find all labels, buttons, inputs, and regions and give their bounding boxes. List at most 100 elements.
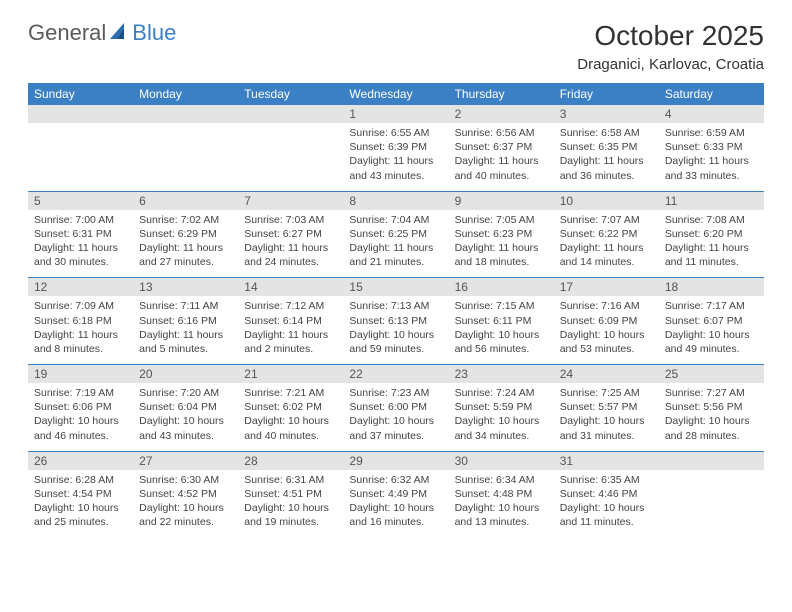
sunset-text: Sunset: 4:52 PM <box>139 487 232 501</box>
sunset-text: Sunset: 6:18 PM <box>34 314 127 328</box>
daylight-text: Daylight: 10 hours and 25 minutes. <box>34 501 127 529</box>
calendar-day-cell: 10Sunrise: 7:07 AMSunset: 6:22 PMDayligh… <box>554 191 659 278</box>
sunset-text: Sunset: 6:13 PM <box>349 314 442 328</box>
day-details: Sunrise: 7:19 AMSunset: 6:06 PMDaylight:… <box>28 383 133 451</box>
daylight-text: Daylight: 10 hours and 16 minutes. <box>349 501 442 529</box>
sunset-text: Sunset: 4:54 PM <box>34 487 127 501</box>
sunset-text: Sunset: 5:56 PM <box>665 400 758 414</box>
sunset-text: Sunset: 6:06 PM <box>34 400 127 414</box>
calendar-day-cell: 9Sunrise: 7:05 AMSunset: 6:23 PMDaylight… <box>449 191 554 278</box>
calendar-day-cell: 14Sunrise: 7:12 AMSunset: 6:14 PMDayligh… <box>238 277 343 364</box>
calendar-day-cell: 25Sunrise: 7:27 AMSunset: 5:56 PMDayligh… <box>659 364 764 451</box>
logo-text-blue: Blue <box>132 20 176 46</box>
calendar-day-cell: 4Sunrise: 6:59 AMSunset: 6:33 PMDaylight… <box>659 105 764 191</box>
day-details: Sunrise: 7:05 AMSunset: 6:23 PMDaylight:… <box>449 210 554 278</box>
day-number: 4 <box>659 105 764 123</box>
calendar-week-row: 19Sunrise: 7:19 AMSunset: 6:06 PMDayligh… <box>28 364 764 451</box>
calendar-day-cell: 17Sunrise: 7:16 AMSunset: 6:09 PMDayligh… <box>554 277 659 364</box>
day-number: 26 <box>28 452 133 470</box>
calendar-weekday-header: Sunday Monday Tuesday Wednesday Thursday… <box>28 83 764 105</box>
sunrise-text: Sunrise: 7:00 AM <box>34 213 127 227</box>
day-number: 2 <box>449 105 554 123</box>
sunrise-text: Sunrise: 7:21 AM <box>244 386 337 400</box>
daylight-text: Daylight: 11 hours and 18 minutes. <box>455 241 548 269</box>
day-details <box>28 123 133 179</box>
sunrise-text: Sunrise: 7:07 AM <box>560 213 653 227</box>
calendar-day-cell: 15Sunrise: 7:13 AMSunset: 6:13 PMDayligh… <box>343 277 448 364</box>
sunrise-text: Sunrise: 6:34 AM <box>455 473 548 487</box>
daylight-text: Daylight: 10 hours and 31 minutes. <box>560 414 653 442</box>
sunset-text: Sunset: 6:39 PM <box>349 140 442 154</box>
day-number: 1 <box>343 105 448 123</box>
day-number <box>28 105 133 123</box>
day-details: Sunrise: 7:02 AMSunset: 6:29 PMDaylight:… <box>133 210 238 278</box>
day-number <box>659 452 764 470</box>
calendar-day-cell: 26Sunrise: 6:28 AMSunset: 4:54 PMDayligh… <box>28 451 133 538</box>
day-number: 22 <box>343 365 448 383</box>
calendar-day-cell: 7Sunrise: 7:03 AMSunset: 6:27 PMDaylight… <box>238 191 343 278</box>
day-details: Sunrise: 7:03 AMSunset: 6:27 PMDaylight:… <box>238 210 343 278</box>
daylight-text: Daylight: 11 hours and 11 minutes. <box>665 241 758 269</box>
sunset-text: Sunset: 6:09 PM <box>560 314 653 328</box>
sunrise-text: Sunrise: 7:02 AM <box>139 213 232 227</box>
daylight-text: Daylight: 10 hours and 19 minutes. <box>244 501 337 529</box>
day-number: 20 <box>133 365 238 383</box>
sunset-text: Sunset: 4:48 PM <box>455 487 548 501</box>
daylight-text: Daylight: 11 hours and 8 minutes. <box>34 328 127 356</box>
sunset-text: Sunset: 6:29 PM <box>139 227 232 241</box>
day-number: 8 <box>343 192 448 210</box>
sunset-text: Sunset: 5:59 PM <box>455 400 548 414</box>
daylight-text: Daylight: 10 hours and 34 minutes. <box>455 414 548 442</box>
sunset-text: Sunset: 6:35 PM <box>560 140 653 154</box>
sunrise-text: Sunrise: 6:56 AM <box>455 126 548 140</box>
calendar-week-row: 12Sunrise: 7:09 AMSunset: 6:18 PMDayligh… <box>28 277 764 364</box>
day-details <box>659 470 764 526</box>
daylight-text: Daylight: 10 hours and 11 minutes. <box>560 501 653 529</box>
weekday-heading: Saturday <box>659 83 764 105</box>
sunrise-text: Sunrise: 6:35 AM <box>560 473 653 487</box>
calendar-week-row: 1Sunrise: 6:55 AMSunset: 6:39 PMDaylight… <box>28 105 764 191</box>
day-number: 10 <box>554 192 659 210</box>
calendar-day-cell: 21Sunrise: 7:21 AMSunset: 6:02 PMDayligh… <box>238 364 343 451</box>
title-block: October 2025 Draganici, Karlovac, Croati… <box>577 20 764 73</box>
calendar-body: 1Sunrise: 6:55 AMSunset: 6:39 PMDaylight… <box>28 105 764 537</box>
sunset-text: Sunset: 6:31 PM <box>34 227 127 241</box>
daylight-text: Daylight: 10 hours and 43 minutes. <box>139 414 232 442</box>
calendar-week-row: 5Sunrise: 7:00 AMSunset: 6:31 PMDaylight… <box>28 191 764 278</box>
day-details: Sunrise: 7:04 AMSunset: 6:25 PMDaylight:… <box>343 210 448 278</box>
day-details: Sunrise: 7:20 AMSunset: 6:04 PMDaylight:… <box>133 383 238 451</box>
day-number: 28 <box>238 452 343 470</box>
daylight-text: Daylight: 10 hours and 22 minutes. <box>139 501 232 529</box>
daylight-text: Daylight: 11 hours and 30 minutes. <box>34 241 127 269</box>
calendar-day-cell: 12Sunrise: 7:09 AMSunset: 6:18 PMDayligh… <box>28 277 133 364</box>
logo-text-general: General <box>28 20 106 46</box>
day-number <box>238 105 343 123</box>
day-details <box>238 123 343 179</box>
day-number: 25 <box>659 365 764 383</box>
day-details: Sunrise: 7:12 AMSunset: 6:14 PMDaylight:… <box>238 296 343 364</box>
daylight-text: Daylight: 11 hours and 43 minutes. <box>349 154 442 182</box>
day-details: Sunrise: 7:17 AMSunset: 6:07 PMDaylight:… <box>659 296 764 364</box>
day-details: Sunrise: 7:25 AMSunset: 5:57 PMDaylight:… <box>554 383 659 451</box>
calendar-day-cell <box>133 105 238 191</box>
calendar-day-cell: 28Sunrise: 6:31 AMSunset: 4:51 PMDayligh… <box>238 451 343 538</box>
day-number: 15 <box>343 278 448 296</box>
day-number: 30 <box>449 452 554 470</box>
daylight-text: Daylight: 11 hours and 21 minutes. <box>349 241 442 269</box>
day-number: 11 <box>659 192 764 210</box>
daylight-text: Daylight: 11 hours and 14 minutes. <box>560 241 653 269</box>
calendar-day-cell: 24Sunrise: 7:25 AMSunset: 5:57 PMDayligh… <box>554 364 659 451</box>
day-number: 17 <box>554 278 659 296</box>
sunrise-text: Sunrise: 7:15 AM <box>455 299 548 313</box>
day-details: Sunrise: 6:30 AMSunset: 4:52 PMDaylight:… <box>133 470 238 538</box>
calendar-day-cell: 5Sunrise: 7:00 AMSunset: 6:31 PMDaylight… <box>28 191 133 278</box>
day-number: 19 <box>28 365 133 383</box>
sunrise-text: Sunrise: 6:58 AM <box>560 126 653 140</box>
daylight-text: Daylight: 11 hours and 5 minutes. <box>139 328 232 356</box>
calendar-day-cell <box>659 451 764 538</box>
day-details: Sunrise: 7:09 AMSunset: 6:18 PMDaylight:… <box>28 296 133 364</box>
calendar-day-cell: 18Sunrise: 7:17 AMSunset: 6:07 PMDayligh… <box>659 277 764 364</box>
calendar-day-cell: 1Sunrise: 6:55 AMSunset: 6:39 PMDaylight… <box>343 105 448 191</box>
sunrise-text: Sunrise: 7:20 AM <box>139 386 232 400</box>
calendar-day-cell: 29Sunrise: 6:32 AMSunset: 4:49 PMDayligh… <box>343 451 448 538</box>
